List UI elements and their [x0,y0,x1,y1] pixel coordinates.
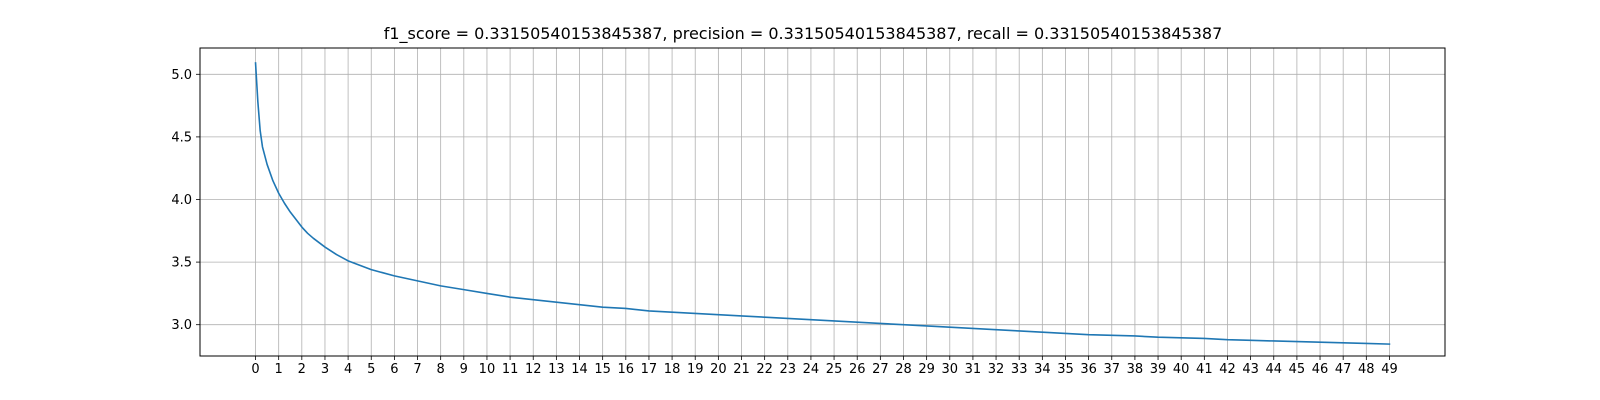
x-tick-label: 7 [413,362,421,377]
x-tick-label: 5 [367,362,375,377]
x-tick-label: 28 [895,362,912,377]
x-tick-label: 45 [1289,362,1306,377]
x-tick-label: 0 [251,362,259,377]
y-tick-label: 4.5 [171,130,192,145]
x-tick-label: 35 [1057,362,1074,377]
x-tick-label: 32 [988,362,1005,377]
x-tick-label: 34 [1034,362,1051,377]
x-tick-label: 2 [298,362,306,377]
x-tick-label: 3 [321,362,329,377]
x-tick-label: 18 [664,362,681,377]
x-tick-label: 16 [618,362,635,377]
x-tick-label: 17 [641,362,658,377]
x-tick-label: 12 [525,362,542,377]
x-tick-label: 31 [965,362,982,377]
x-tick-label: 24 [803,362,820,377]
grid [200,48,1445,356]
x-tick-label: 37 [1103,362,1120,377]
x-tick-label: 43 [1242,362,1259,377]
x-tick-label: 13 [548,362,565,377]
x-tick-label: 8 [437,362,445,377]
x-axis: 0 1 2 3 4 5 6 7 8 9 10 11 12 13 14 15 16 17 18 19 20 21 22 23 24… [251,356,1398,377]
chart-title: f1_score = 0.33150540153845387, precisio… [384,24,1223,44]
x-tick-label: 42 [1219,362,1236,377]
x-tick-label: 9 [460,362,468,377]
x-tick-label: 36 [1080,362,1097,377]
x-tick-label: 30 [942,362,959,377]
x-tick-label: 44 [1265,362,1282,377]
x-tick-label: 27 [872,362,889,377]
x-tick-label: 38 [1127,362,1144,377]
x-tick-label: 25 [826,362,843,377]
x-tick-label: 15 [594,362,611,377]
x-tick-label: 49 [1381,362,1398,377]
y-tick-label: 4.0 [171,193,192,208]
series-layer [254,62,1391,345]
x-tick-label: 11 [502,362,519,377]
y-tick-label: 5.0 [171,68,192,83]
x-tick-label: 29 [918,362,935,377]
plot-area-frame [199,47,1446,357]
y-tick-label: 3.5 [171,256,192,271]
x-tick-label: 20 [710,362,727,377]
x-tick-label: 23 [780,362,797,377]
x-tick-label: 22 [756,362,773,377]
x-tick-label: 33 [1011,362,1028,377]
x-tick-label: 14 [571,362,588,377]
x-tick-label: 40 [1173,362,1190,377]
x-tick-label: 21 [733,362,750,377]
x-tick-label: 41 [1196,362,1213,377]
y-axis: 3.0 3.5 4.0 4.5 5.0 [171,68,200,333]
x-tick-label: 46 [1312,362,1329,377]
x-tick-label: 47 [1335,362,1352,377]
series-line [254,62,1391,345]
y-tick-label: 3.0 [171,318,192,333]
x-tick-label: 48 [1358,362,1375,377]
x-tick-label: 6 [390,362,398,377]
x-tick-label: 1 [275,362,283,377]
x-tick-label: 39 [1150,362,1167,377]
x-tick-label: 19 [687,362,704,377]
x-tick-label: 26 [849,362,866,377]
x-tick-label: 10 [479,362,496,377]
x-tick-label: 4 [344,362,352,377]
